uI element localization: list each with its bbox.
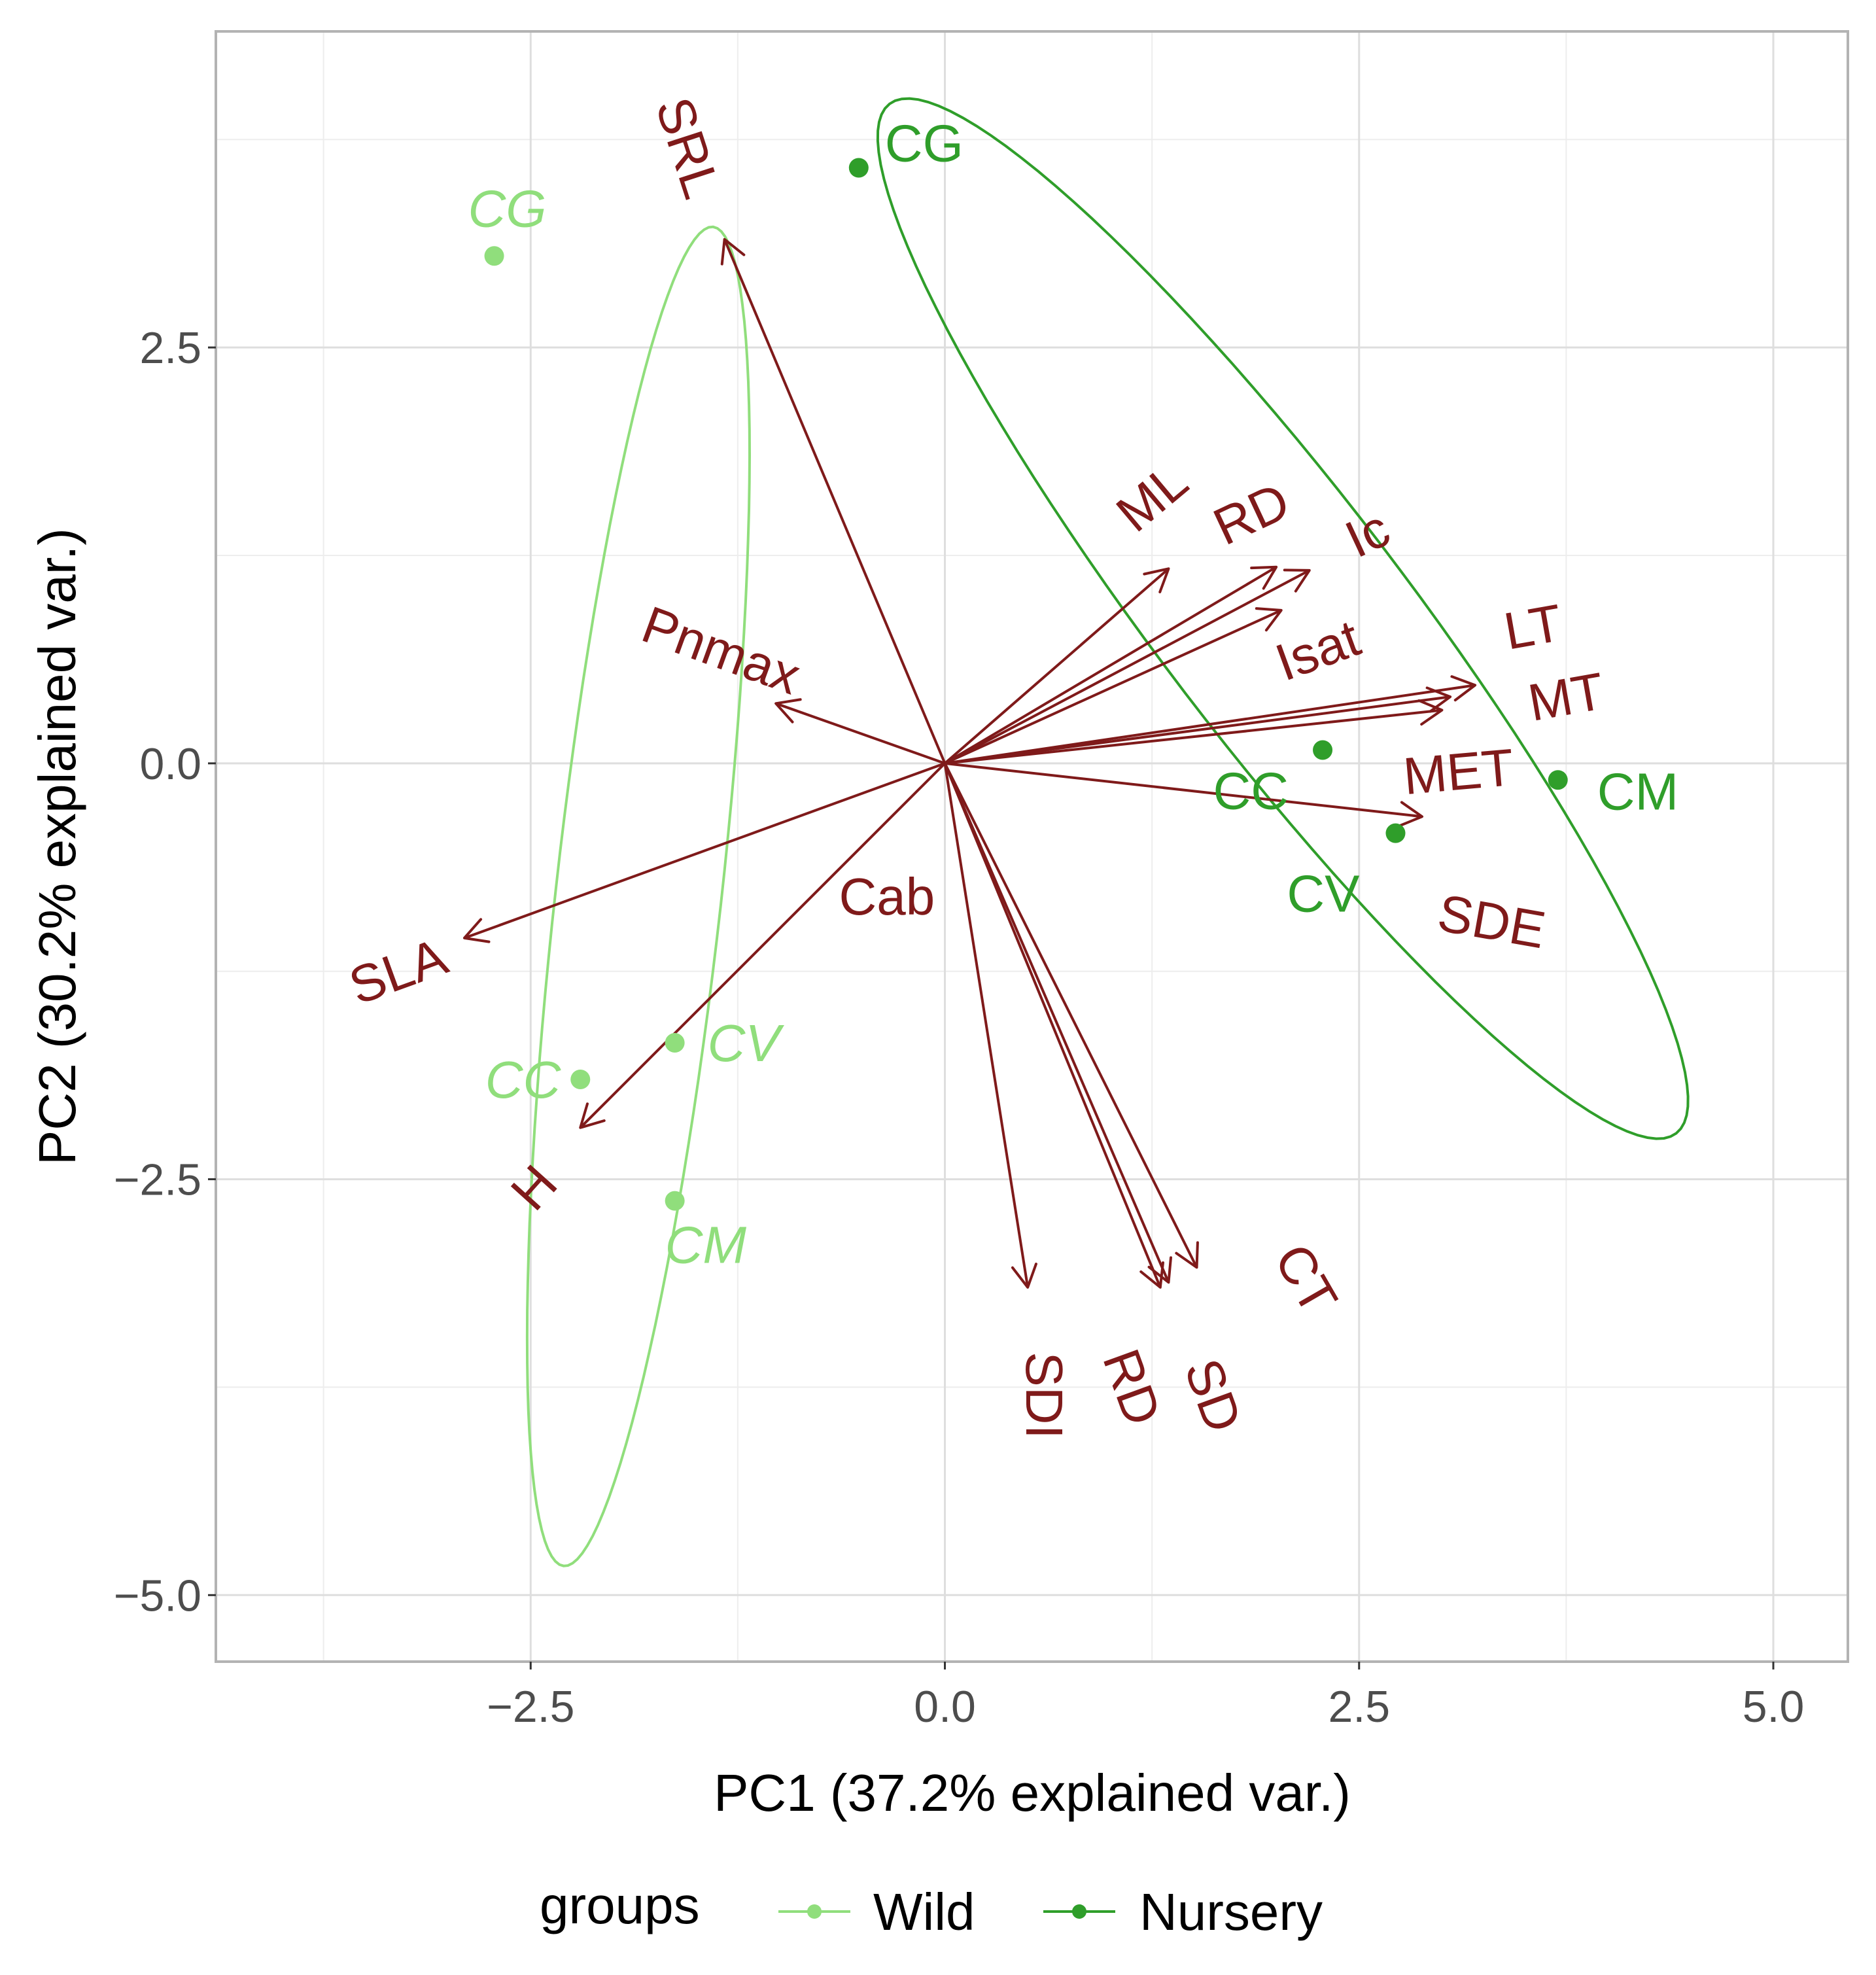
loading-arrow-shaft [944,567,1170,765]
nursery-point-cv [1385,823,1406,843]
loading-arrow-shaft [943,763,1030,1288]
legend-title: groups [540,1876,700,1934]
x-tick-label: 5.0 [1743,1682,1805,1732]
loading-arrow-head [774,698,802,724]
x-tick-label: −2.5 [487,1682,574,1732]
loading-arrow-head [1450,675,1477,702]
loading-arrow-head [1417,699,1444,726]
loading-arrow-head [1250,565,1278,590]
nursery-label-cg: CG [885,114,964,173]
nursery-point-cm [1548,770,1568,790]
legend-key-nursery-point [1072,1904,1086,1919]
loading-arrow-head [1283,568,1311,593]
y-axis-ticks: 2.5 0.0 −2.5 −5.0 [114,323,216,1620]
wild-label-cm: CM [665,1216,747,1274]
observation-labels: CG CC CV CM CG CC CV CM [468,114,1679,1274]
x-tick-label: 0.0 [914,1682,976,1732]
y-axis-title: PC2 (30.2% explained var.) [28,528,86,1165]
loading-arrow-shaft [943,763,1170,1284]
y-tick-label: −5.0 [114,1571,201,1620]
nursery-point-cg [848,158,869,178]
loading-arrow-rd [944,565,1278,765]
loading-arrow-met [945,699,1444,765]
plot-panel-background [216,31,1848,1662]
loading-arrow-head [579,1102,606,1129]
loading-arrow-ct [943,763,1173,1284]
loading-arrows [462,237,1477,1289]
loading-arrow-shaft [944,566,1277,765]
loading-label-cab: Cab [839,867,935,926]
loading-arrow-shaft [775,702,946,765]
loading-arrow-sd [943,762,1199,1269]
x-tick-label: 2.5 [1329,1682,1391,1732]
loading-label-sdi: SDI [1015,1352,1073,1439]
loading-arrow-head [1143,567,1170,593]
loading-arrow-head [1175,1241,1199,1269]
loading-arrow-srl [720,237,947,764]
loading-arrow-head [1397,801,1424,828]
loading-arrow-shaft [464,761,946,939]
loading-arrow-rd [943,763,1164,1289]
loading-arrow-sde [945,761,1424,828]
loading-label-lt: LT [1500,593,1567,661]
loading-arrow-head [720,237,746,266]
wild-point-cv [665,1033,685,1053]
observation-points [484,158,1568,1211]
nursery-label-cv: CV [1287,865,1360,923]
y-tick-label: 2.5 [139,323,201,373]
loading-arrow-shaft [579,762,946,1129]
wild-point-cc [570,1070,591,1089]
wild-label-cc: CC [485,1051,562,1109]
legend-label-nursery: Nursery [1139,1883,1323,1941]
nursery-ellipse [876,97,1690,1140]
loading-arrow-shaft [945,761,1423,818]
loading-arrow-mt [945,686,1452,765]
wild-point-cm [665,1191,685,1211]
y-tick-label: 0.0 [139,739,201,789]
loading-arrow-ml [944,567,1170,765]
loading-arrow-shaft [944,609,1282,765]
wild-label-cg: CG [468,179,547,237]
loading-arrow-sla [462,761,946,943]
loading-arrow-isat [944,607,1283,765]
wild-ellipse [525,225,752,1567]
y-tick-label: −2.5 [114,1155,201,1205]
major-gridlines [216,31,1848,1662]
x-axis-ticks: −2.5 0.0 2.5 5.0 [487,1662,1804,1732]
loading-arrow-lt [945,675,1477,765]
loading-arrow-head [1255,607,1283,632]
loading-label-met: MET [1401,738,1516,805]
loading-arrow-head [1011,1263,1037,1289]
loading-label-mt: MT [1524,661,1608,732]
minor-gridlines [216,31,1848,1662]
loading-arrow-shaft [945,708,1442,765]
loading-arrow-shaft [945,684,1476,765]
legend-key-wild-point [807,1904,822,1919]
nursery-label-cc: CC [1213,762,1289,820]
plot-panel-border [215,30,1849,1663]
loading-arrow-head [1139,1261,1164,1289]
wild-point-cg [484,246,504,266]
loading-arrow-shaft [723,239,947,764]
loading-arrow-h [579,762,946,1129]
loading-arrow-ic [944,568,1311,765]
loading-arrow-shaft [945,695,1451,765]
loading-arrow-pnmax [774,698,946,765]
nursery-point-cc [1313,740,1333,760]
loading-arrow-head [1425,686,1452,713]
legend: groups Wild Nursery [540,1876,1323,1941]
loading-arrow-head [1147,1256,1173,1284]
loading-arrow-shaft [943,762,1198,1268]
legend-label-wild: Wild [873,1883,975,1941]
loading-arrow-shaft [943,763,1162,1288]
loading-arrow-head [462,918,491,943]
group-ellipses [525,97,1690,1567]
loading-arrow-shaft [944,569,1310,765]
wild-label-cv: CV [708,1014,785,1072]
loading-arrow-sdi [943,763,1037,1289]
nursery-label-cm: CM [1597,762,1678,820]
x-axis-title: PC1 (37.2% explained var.) [714,1764,1351,1822]
